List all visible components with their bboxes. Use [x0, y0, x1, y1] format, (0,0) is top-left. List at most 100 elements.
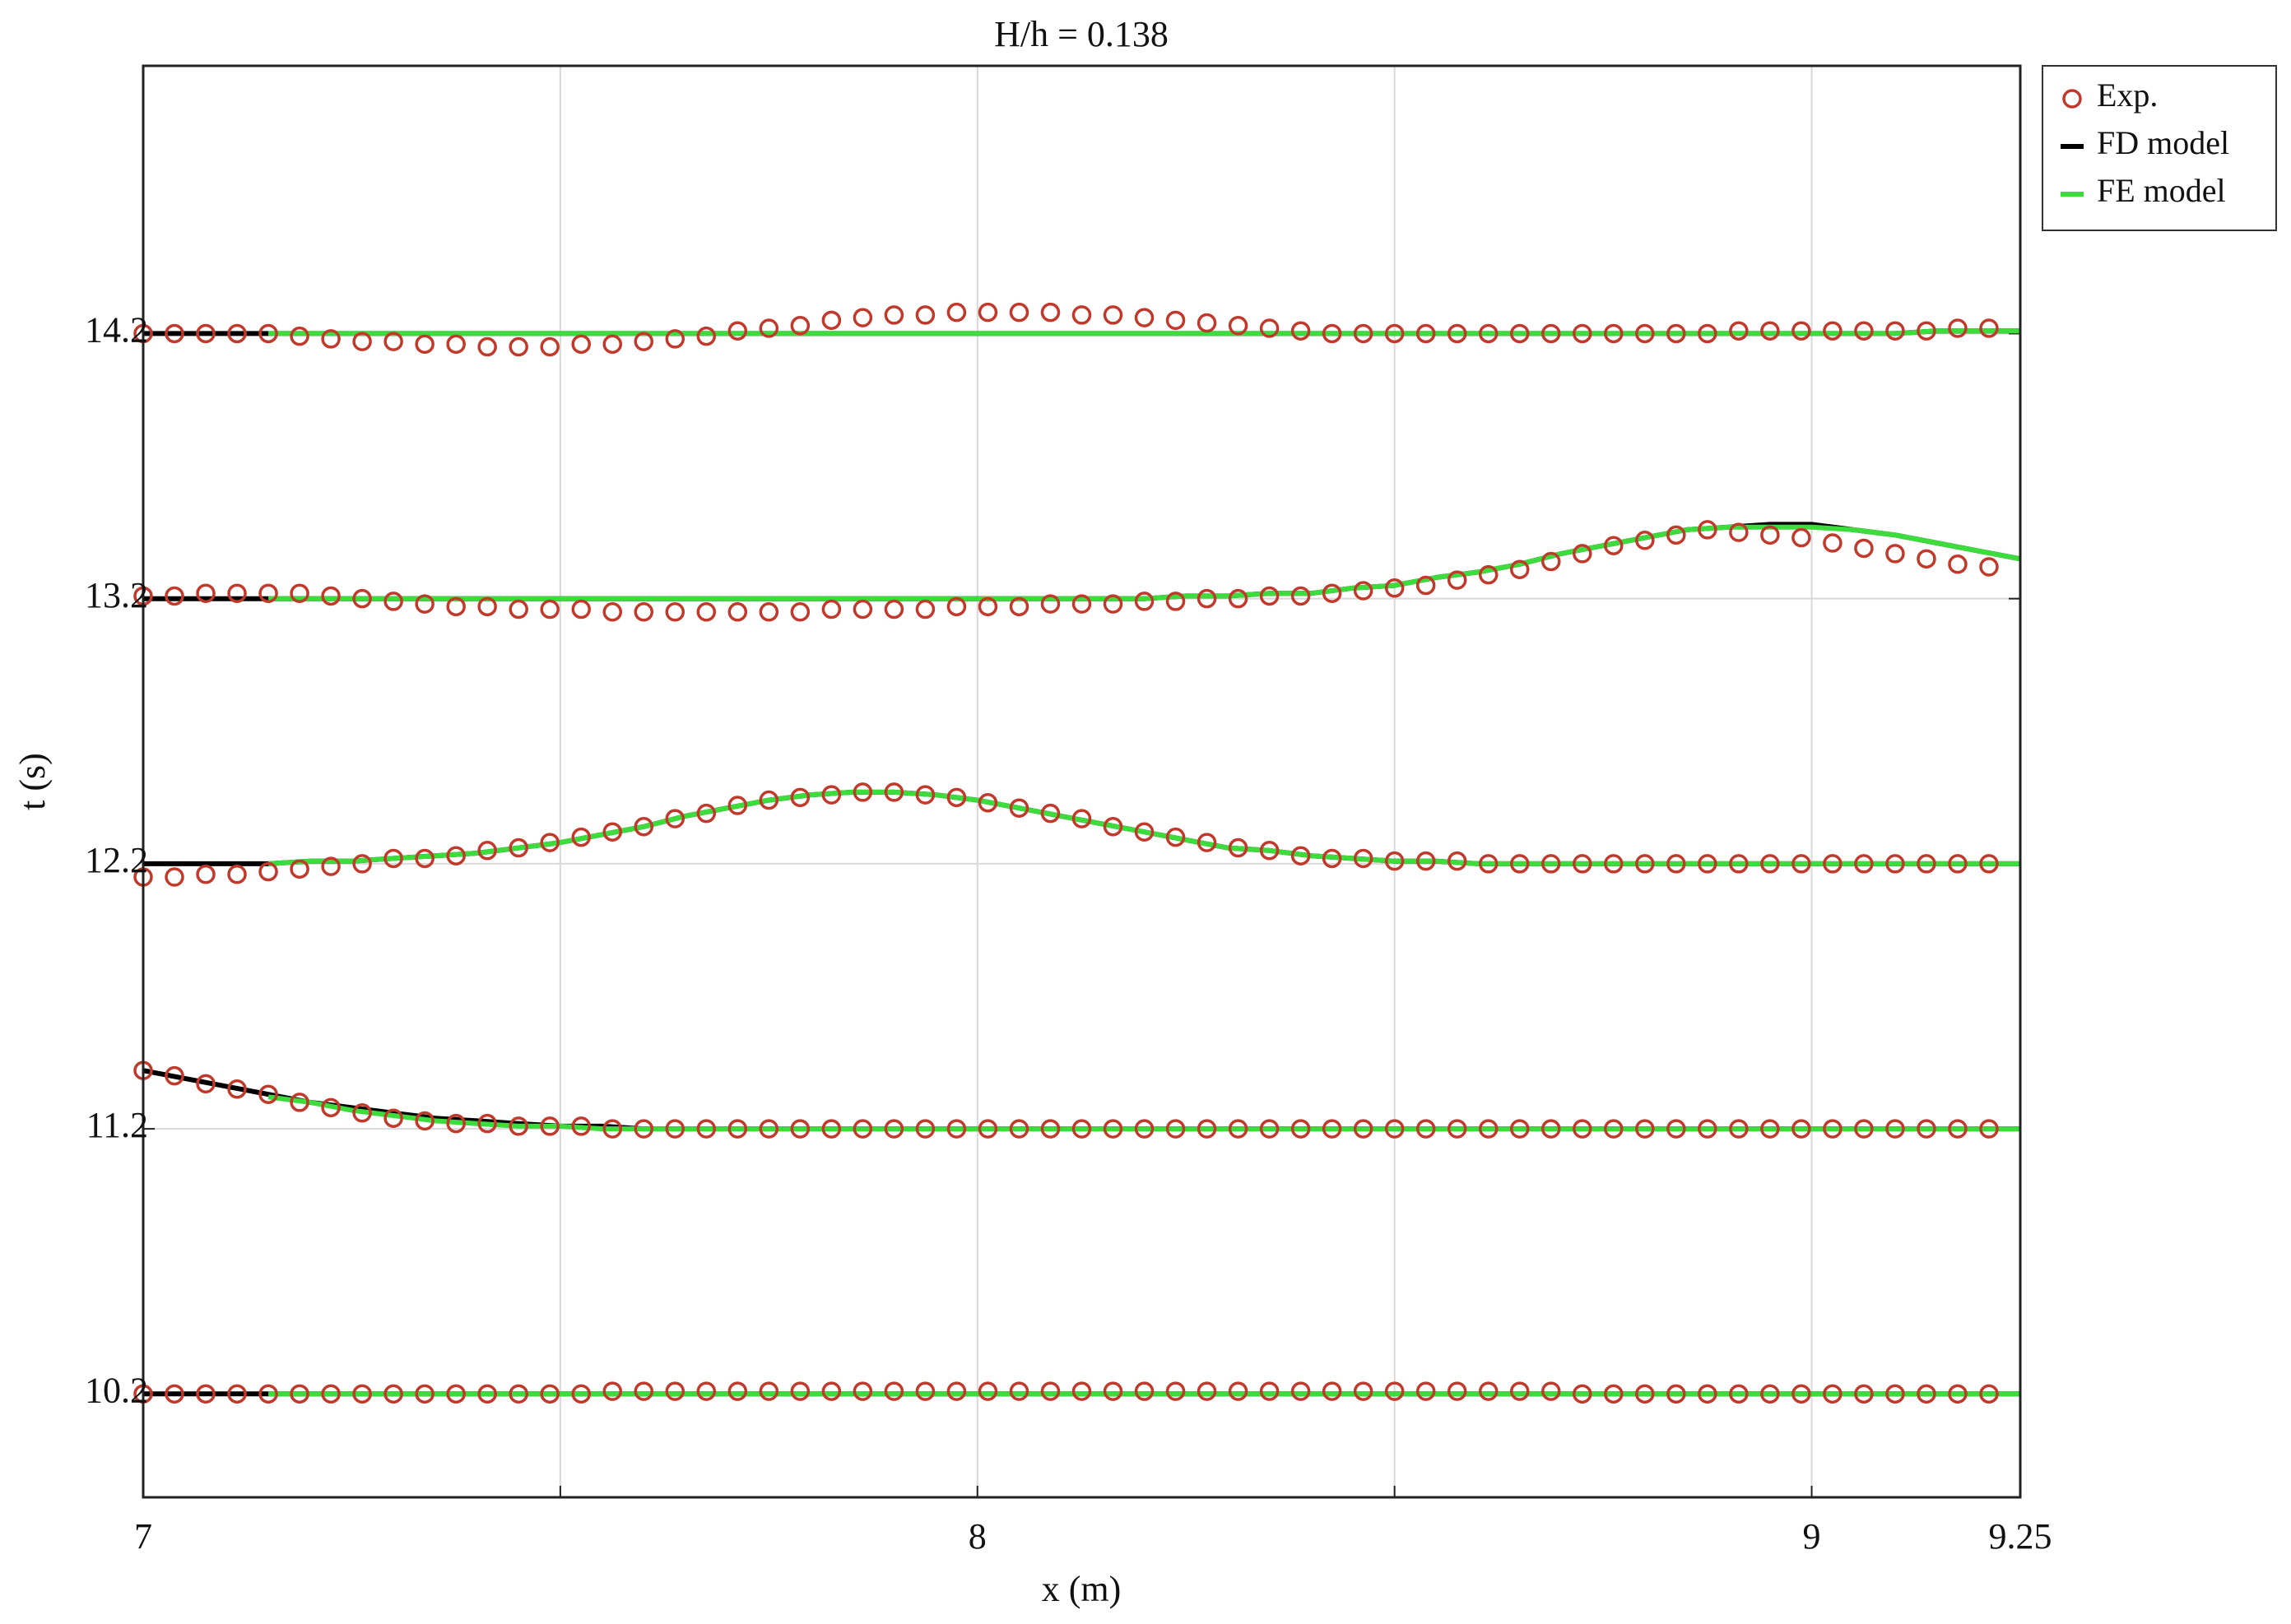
- exp-point: [227, 865, 247, 884]
- exp-point: [665, 809, 685, 828]
- exp-point: [1353, 323, 1373, 344]
- exp-point: [790, 1119, 811, 1139]
- exp-point: [1415, 1381, 1436, 1401]
- exp-point: [1917, 1384, 1936, 1404]
- exp-point: [1103, 1119, 1123, 1139]
- exp-point: [1823, 533, 1843, 553]
- exp-point: [290, 583, 309, 603]
- exp-point: [1760, 321, 1780, 341]
- y-tick-label: 11.2: [86, 1105, 148, 1145]
- plot-data: [133, 302, 2021, 1404]
- exp-point: [1948, 854, 1968, 874]
- exp-point: [1509, 854, 1530, 874]
- exp-point: [446, 1113, 466, 1134]
- exp-point: [1040, 302, 1061, 322]
- exp-point: [915, 1119, 936, 1139]
- exp-point: [477, 841, 497, 861]
- exp-point: [634, 817, 654, 837]
- exp-point: [1040, 1381, 1061, 1401]
- exp-point: [540, 1384, 560, 1404]
- exp-point: [352, 1103, 372, 1123]
- exp-point: [1290, 1119, 1311, 1139]
- exp-point: [1259, 1381, 1280, 1401]
- exp-point: [1353, 1119, 1373, 1139]
- exp-point: [1573, 544, 1592, 564]
- exp-point: [1478, 564, 1499, 585]
- exp-point: [1259, 1119, 1280, 1139]
- exp-point: [1103, 817, 1123, 837]
- exp-point: [759, 602, 779, 622]
- exp-point: [509, 336, 528, 357]
- exp-point: [571, 1116, 591, 1136]
- exp-point: [665, 329, 685, 349]
- exp-point: [290, 1384, 309, 1404]
- exp-point: [1353, 848, 1373, 869]
- exp-point: [1541, 551, 1561, 572]
- exp-point: [853, 782, 873, 802]
- exp-point: [1823, 854, 1843, 874]
- exp-point: [196, 1074, 216, 1094]
- exp-point: [258, 1084, 278, 1104]
- exp-point: [1134, 308, 1155, 327]
- exp-point: [571, 1384, 591, 1404]
- exp-point: [1384, 323, 1405, 344]
- exp-point: [1009, 1381, 1029, 1401]
- exp-point: [321, 1384, 341, 1404]
- exp-point: [1259, 586, 1280, 606]
- exp-point: [196, 865, 216, 884]
- exp-point: [1103, 305, 1123, 325]
- exp-point: [321, 329, 341, 349]
- exp-point: [1885, 1384, 1905, 1404]
- exp-point: [1165, 1381, 1186, 1401]
- exp-point: [696, 326, 717, 346]
- exp-point: [165, 1384, 184, 1404]
- exp-point: [1729, 1119, 1749, 1139]
- exp-point: [1573, 854, 1592, 874]
- exp-point: [1885, 321, 1905, 341]
- exp-point: [1478, 323, 1499, 344]
- exp-point: [165, 586, 184, 606]
- exp-point: [1134, 592, 1155, 611]
- exp-point: [1885, 854, 1905, 874]
- exp-point: [946, 302, 967, 322]
- exp-point: [946, 596, 967, 617]
- exp-point: [1604, 323, 1624, 344]
- exp-point: [165, 867, 184, 887]
- y-tick-label: 10.2: [85, 1370, 148, 1410]
- exp-point: [540, 1116, 560, 1136]
- exp-point: [665, 602, 685, 622]
- exp-point: [1729, 321, 1749, 341]
- exp-point: [1353, 1381, 1373, 1401]
- exp-point: [696, 602, 717, 622]
- exp-point: [790, 787, 811, 808]
- chart-title: H/h = 0.138: [994, 14, 1169, 54]
- exp-point: [1071, 594, 1092, 614]
- exp-point: [821, 1381, 842, 1401]
- exp-point: [1917, 321, 1936, 341]
- exp-point: [1854, 854, 1874, 874]
- exp-point: [227, 1384, 247, 1404]
- exp-point: [665, 1119, 685, 1139]
- exp-point: [446, 334, 466, 355]
- exp-point: [1384, 851, 1405, 871]
- exp-point: [696, 1119, 717, 1139]
- exp-point: [1604, 854, 1624, 874]
- exp-point: [1604, 1384, 1624, 1404]
- exp-point: [1698, 323, 1717, 344]
- exp-point: [1635, 854, 1655, 874]
- exp-point: [1478, 1119, 1499, 1139]
- exp-point: [1290, 321, 1311, 341]
- exp-point: [978, 302, 998, 322]
- exp-point: [352, 332, 372, 351]
- y-tick-label: 14.2: [85, 310, 148, 350]
- exp-point: [821, 310, 842, 331]
- exp-point: [509, 1384, 528, 1404]
- exp-point: [383, 848, 403, 869]
- exp-point: [1040, 594, 1061, 614]
- exp-point: [1729, 854, 1749, 874]
- exp-point: [602, 602, 622, 622]
- exp-point: [1791, 854, 1811, 874]
- exp-point: [821, 785, 842, 805]
- exp-point: [1259, 318, 1280, 338]
- exp-point: [1415, 575, 1436, 596]
